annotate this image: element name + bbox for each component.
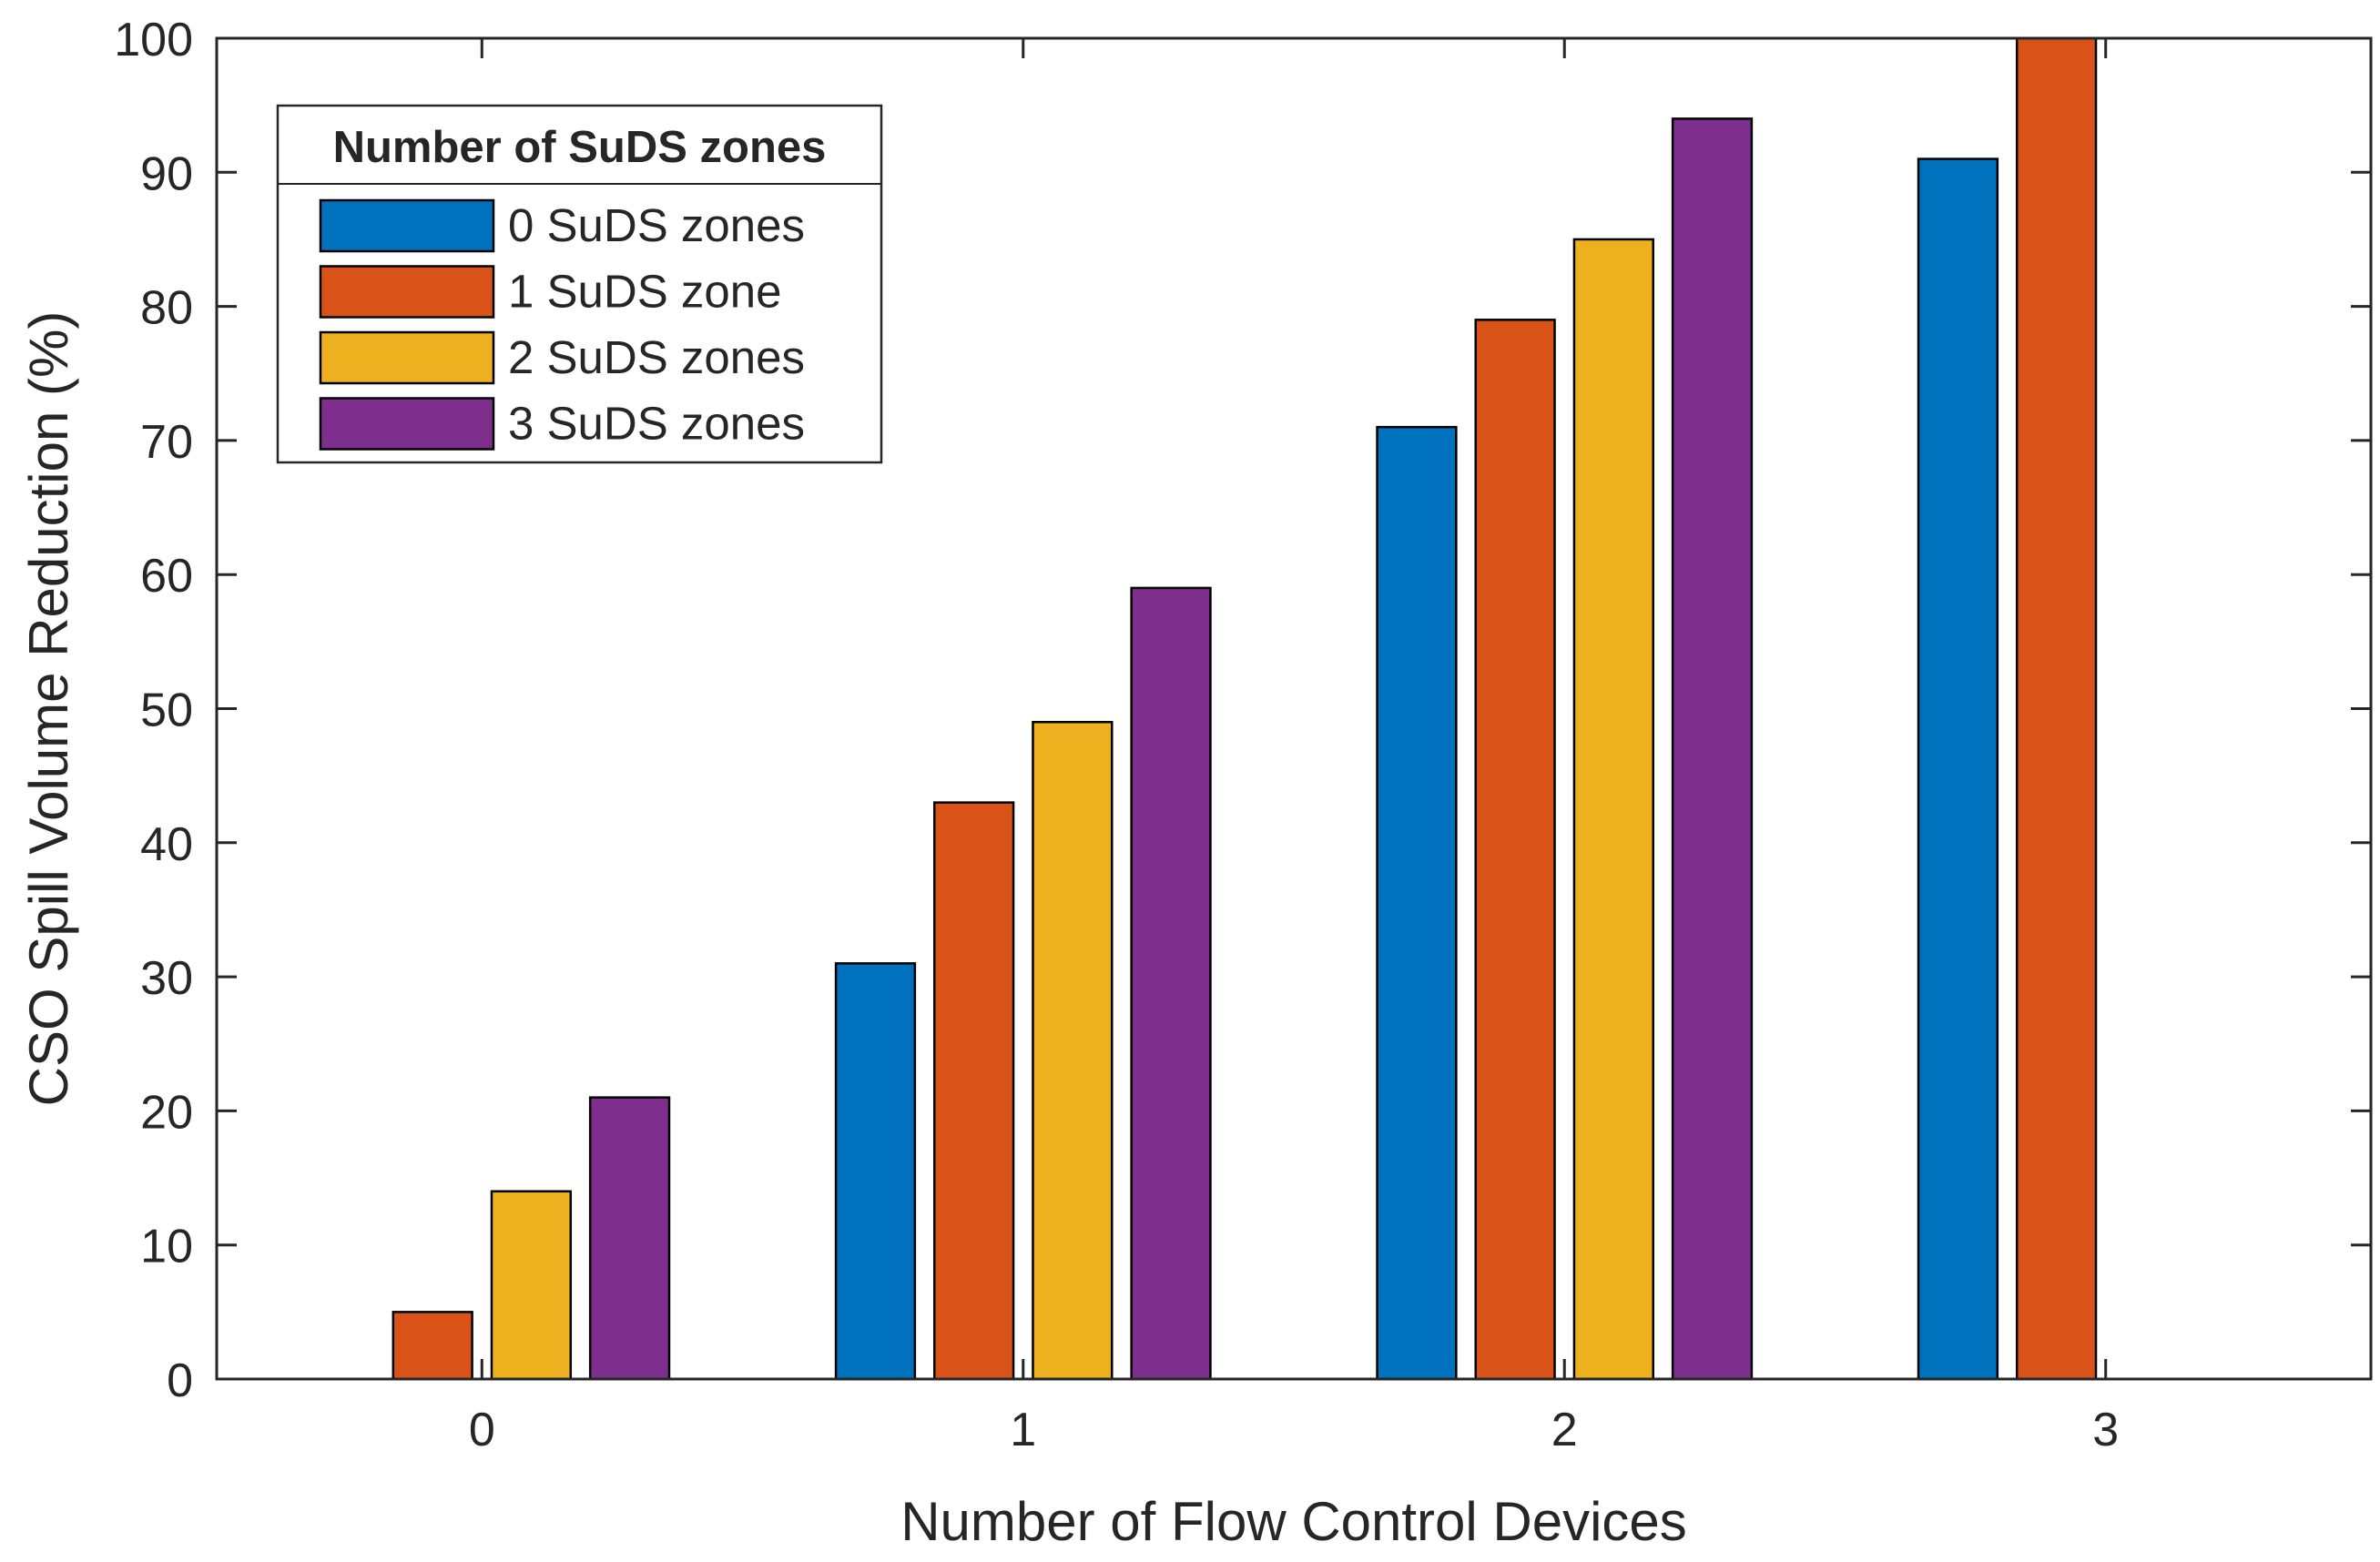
bar-series-2-cat-1 bbox=[1032, 720, 1114, 1381]
y-tick-label: 90 bbox=[140, 147, 193, 200]
x-tick-label: 1 bbox=[1010, 1404, 1036, 1456]
y-tick-label: 100 bbox=[114, 14, 193, 66]
legend-swatch-3 bbox=[319, 397, 495, 451]
bar-series-2-cat-0 bbox=[490, 1190, 573, 1381]
bar-series-0-cat-3 bbox=[1917, 157, 1999, 1381]
legend-label-2: 2 SuDS zones bbox=[508, 331, 805, 383]
legend-label-3: 3 SuDS zones bbox=[508, 398, 805, 450]
y-tick-label: 70 bbox=[140, 416, 193, 469]
y-tick-label: 40 bbox=[140, 818, 193, 871]
bar-series-1-cat-2 bbox=[1474, 319, 1556, 1381]
y-axis-label: CSO Spill Volume Reduction (%) bbox=[18, 311, 79, 1107]
y-tick-label: 20 bbox=[140, 1086, 193, 1139]
bar-series-3-cat-0 bbox=[588, 1096, 671, 1381]
legend-label-0: 0 SuDS zones bbox=[508, 199, 805, 251]
legend-label-1: 1 SuDS zone bbox=[508, 266, 782, 318]
bar-series-3-cat-1 bbox=[1130, 586, 1212, 1381]
bar-series-1-cat-3 bbox=[2015, 36, 2098, 1381]
bar-series-0-cat-1 bbox=[834, 962, 917, 1381]
y-tick-label: 30 bbox=[140, 952, 193, 1005]
legend-items: 0 SuDS zones 1 SuDS zone 2 SuDS zones 3 SuD… bbox=[319, 198, 805, 451]
y-tick-label: 10 bbox=[140, 1221, 193, 1273]
legend: Number of SuDS zones 0 SuDS zones 1 SuDS … bbox=[276, 104, 883, 464]
x-tick-label: 0 bbox=[469, 1404, 495, 1456]
bar-series-1-cat-0 bbox=[392, 1311, 473, 1381]
legend-title: Number of SuDS zones bbox=[333, 123, 827, 172]
ticks-layer: 0 10 20 30 40 50 60 70 80 90 100 0 1 2 3 bbox=[114, 14, 2371, 1456]
bars-layer bbox=[392, 36, 2098, 1381]
x-axis-label: Number of Flow Control Devices bbox=[900, 1491, 1687, 1552]
y-tick-label: 50 bbox=[140, 685, 193, 737]
y-tick-label: 80 bbox=[140, 282, 193, 335]
x-tick-label: 3 bbox=[2092, 1404, 2119, 1456]
bar-series-2-cat-2 bbox=[1572, 238, 1654, 1381]
legend-swatch-2 bbox=[319, 330, 495, 385]
legend-swatch-0 bbox=[319, 198, 495, 253]
bar-series-0-cat-2 bbox=[1376, 425, 1458, 1381]
legend-swatch-1 bbox=[319, 265, 495, 319]
y-tick-label: 60 bbox=[140, 550, 193, 603]
x-tick-label: 2 bbox=[1551, 1404, 1578, 1456]
bar-series-3-cat-2 bbox=[1671, 117, 1754, 1381]
y-tick-label: 0 bbox=[167, 1354, 193, 1407]
bar-series-1-cat-1 bbox=[933, 801, 1015, 1381]
